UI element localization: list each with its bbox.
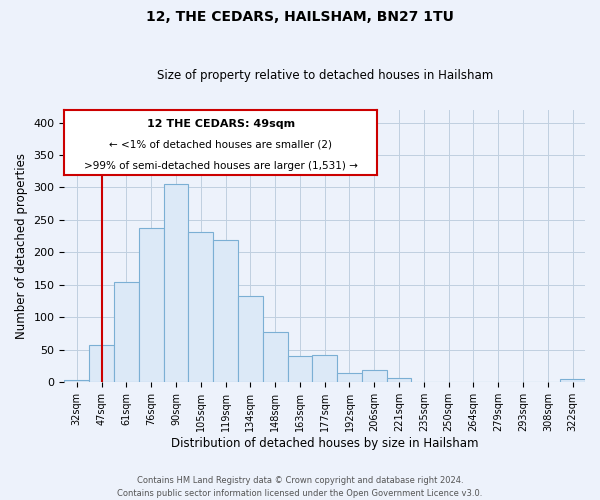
Title: Size of property relative to detached houses in Hailsham: Size of property relative to detached ho… bbox=[157, 69, 493, 82]
Bar bbox=[64, 380, 89, 382]
X-axis label: Distribution of detached houses by size in Hailsham: Distribution of detached houses by size … bbox=[171, 437, 478, 450]
Bar bbox=[188, 232, 213, 382]
Bar bbox=[313, 355, 337, 382]
Bar bbox=[238, 296, 263, 382]
Bar bbox=[114, 282, 139, 382]
Bar bbox=[89, 344, 114, 383]
Text: Contains HM Land Registry data © Crown copyright and database right 2024.
Contai: Contains HM Land Registry data © Crown c… bbox=[118, 476, 482, 498]
Text: 12, THE CEDARS, HAILSHAM, BN27 1TU: 12, THE CEDARS, HAILSHAM, BN27 1TU bbox=[146, 10, 454, 24]
Bar bbox=[164, 184, 188, 382]
Bar bbox=[287, 356, 313, 382]
Bar bbox=[139, 228, 164, 382]
Bar bbox=[263, 332, 287, 382]
Y-axis label: Number of detached properties: Number of detached properties bbox=[15, 153, 28, 339]
Bar bbox=[337, 374, 362, 382]
Bar bbox=[560, 379, 585, 382]
Bar bbox=[386, 378, 412, 382]
Bar bbox=[362, 370, 386, 382]
Bar bbox=[213, 240, 238, 382]
